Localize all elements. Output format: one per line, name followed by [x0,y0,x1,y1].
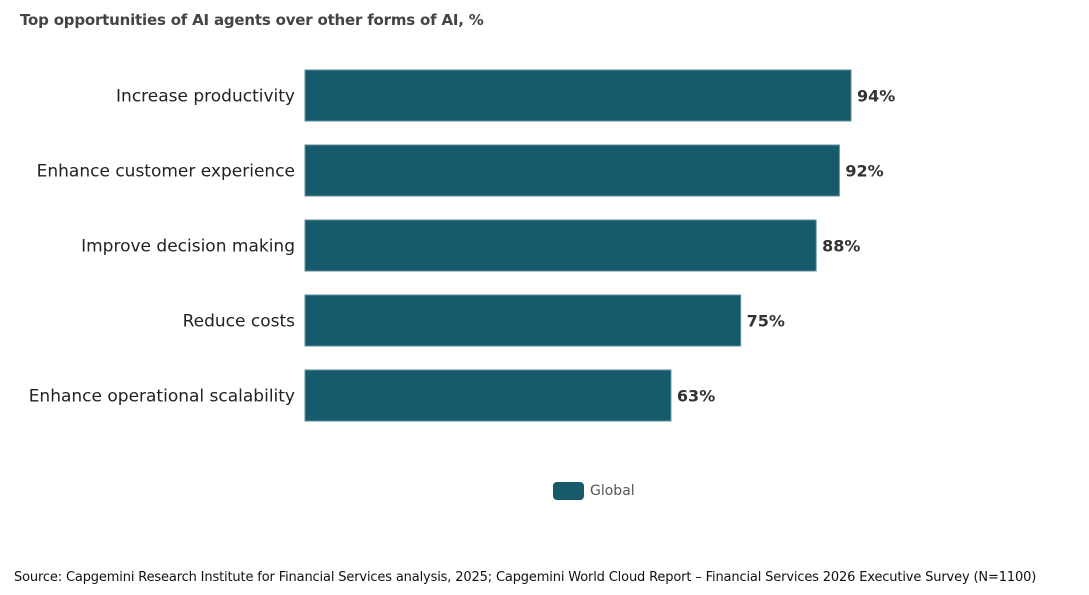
data-label: 88% [822,237,860,256]
bar [304,144,840,197]
category-label: Improve decision making [81,237,295,257]
legend-swatch-global [553,482,584,500]
category-label: Enhance operational scalability [29,387,295,407]
category-label: Reduce costs [183,312,296,332]
data-label: 63% [677,387,715,406]
data-label: 75% [747,312,785,331]
bar-chart: Increase productivity 94% Enhance customer… [29,69,895,422]
bar [304,69,852,122]
chart-title: Top opportunities of AI agents over othe… [20,11,484,29]
legend: Global [553,482,635,500]
category-label: Increase productivity [116,87,295,107]
bar [304,369,672,422]
legend-label-global: Global [590,483,635,499]
category-label: Enhance customer experience [37,162,295,182]
bar [304,294,742,347]
source-note: Source: Capgemini Research Institute for… [14,570,1037,585]
data-label: 94% [857,87,895,106]
bar [304,219,817,272]
data-label: 92% [845,162,883,181]
